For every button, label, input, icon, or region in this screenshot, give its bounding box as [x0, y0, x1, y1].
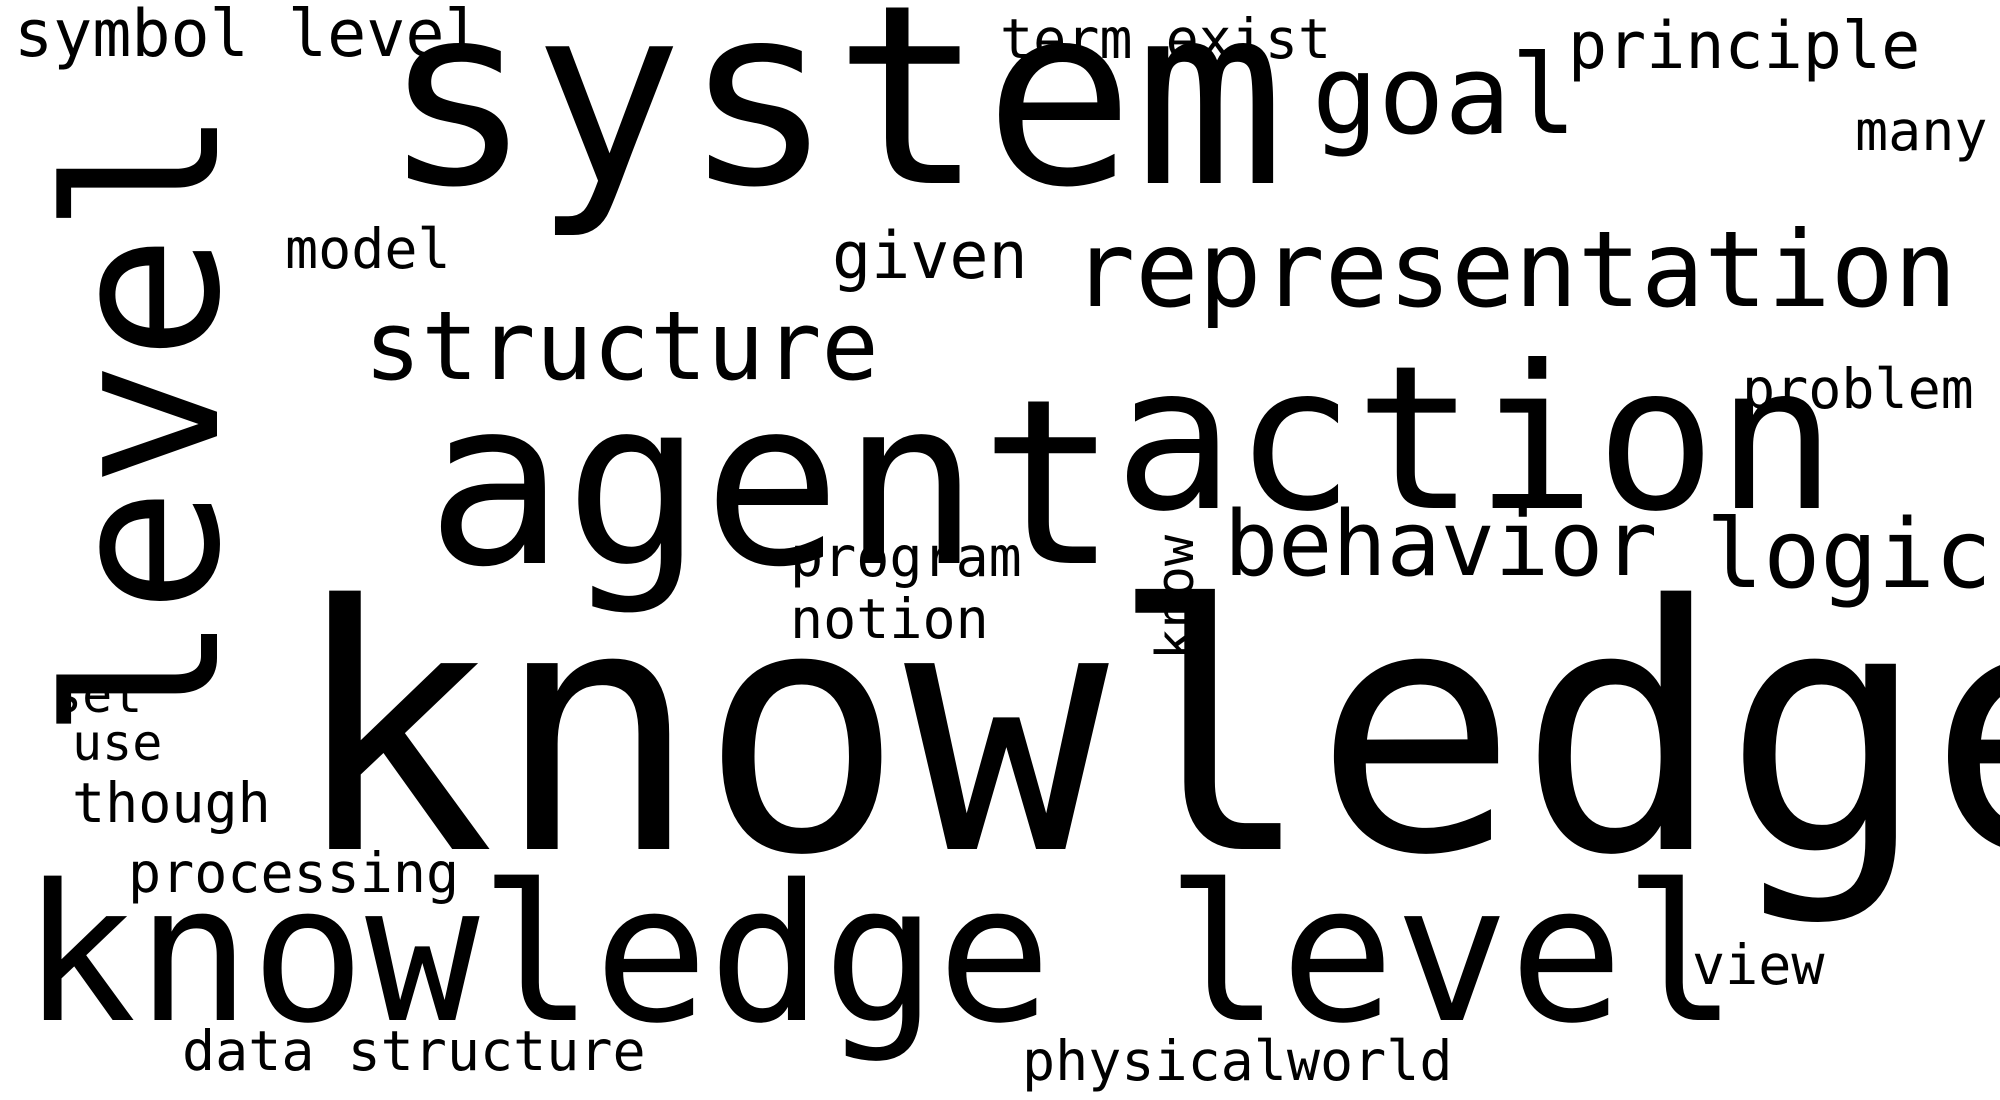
word-processing: processing: [128, 841, 460, 905]
word-representation: representation: [1072, 209, 1958, 331]
word-goal: goal: [1312, 31, 1577, 159]
word-agent: agent: [426, 351, 1119, 618]
word-knowledge: knowledge: [290, 534, 2000, 930]
word-term-exist: term exist: [1000, 7, 1332, 71]
word-program: program: [790, 525, 1022, 589]
word-data-structure: data structure: [182, 1019, 646, 1083]
word-use: use: [72, 714, 163, 772]
word-level-vertical: level: [22, 107, 267, 740]
word-knowledge-level: knowledge level: [22, 844, 1738, 1065]
word-structure: structure: [364, 292, 879, 402]
word-problem: problem: [1742, 357, 1974, 421]
word-though: though: [72, 771, 271, 835]
word-view: view: [1692, 933, 1825, 997]
word-set: set: [52, 666, 143, 724]
word-logic: logic: [1706, 500, 1992, 610]
word-behavior: behavior: [1224, 492, 1658, 597]
word-given: given: [832, 219, 1028, 294]
word-many: many: [1855, 99, 1988, 163]
word-notion: notion: [790, 587, 989, 651]
word-action: action: [1114, 323, 1837, 556]
word-symbol-level: symbol level: [14, 0, 484, 72]
word-physicalworld: physicalworld: [1022, 1029, 1453, 1093]
word-system: system: [382, 0, 1286, 242]
word-principle: principle: [1568, 9, 1921, 84]
word-model: model: [285, 217, 451, 281]
